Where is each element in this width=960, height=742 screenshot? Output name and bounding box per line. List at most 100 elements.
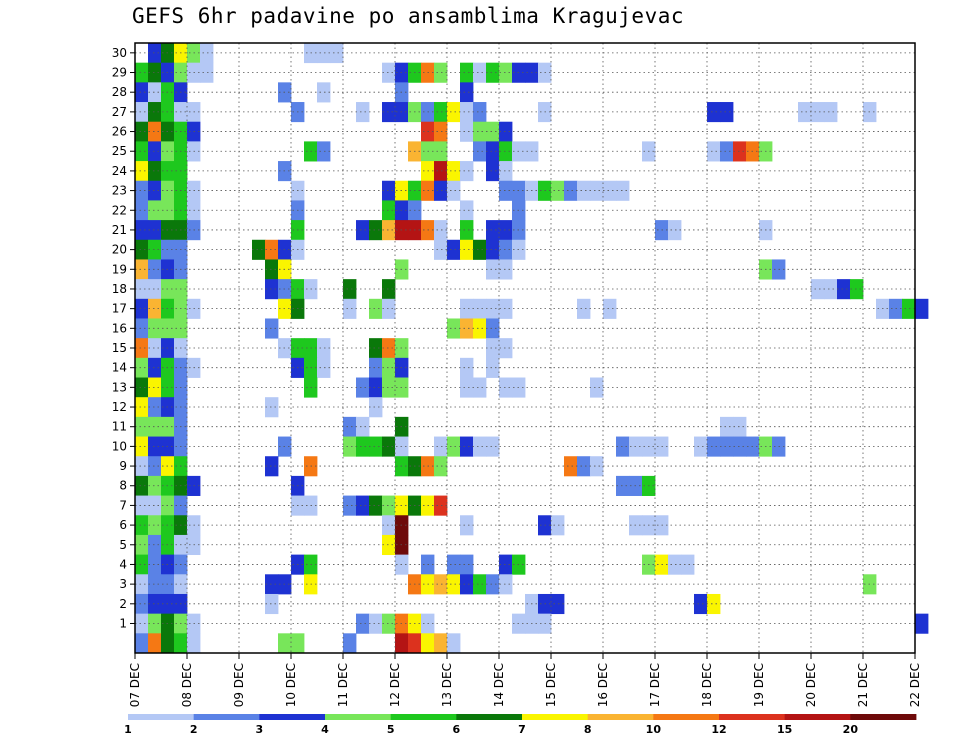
heatmap-cell (824, 102, 838, 123)
heatmap-cell (382, 200, 396, 221)
heatmap-cell (473, 318, 487, 339)
heatmap-cell (148, 180, 162, 201)
x-tick-label: 07 DEC (128, 663, 142, 707)
legend-label: 20 (843, 723, 859, 736)
heatmap-cell (486, 298, 500, 319)
heatmap-cell (200, 62, 214, 83)
legend-swatch (128, 714, 195, 720)
heatmap-cell (135, 357, 149, 378)
heatmap-cell (148, 121, 162, 142)
heatmap-cell (317, 338, 331, 359)
heatmap-cell (460, 377, 474, 398)
y-tick-label: 18 (112, 282, 127, 296)
heatmap-cell (135, 298, 149, 319)
heatmap-cell (434, 141, 448, 162)
heatmap-cell (356, 495, 370, 516)
heatmap-cell (486, 574, 500, 595)
y-tick-label: 29 (112, 66, 127, 80)
heatmap-cell (148, 377, 162, 398)
heatmap-cell (382, 338, 396, 359)
heatmap-cell (616, 475, 630, 496)
heatmap-cell (148, 456, 162, 477)
x-tick-label: 17 DEC (648, 663, 662, 707)
heatmap-cell (382, 180, 396, 201)
heatmap-cell (824, 279, 838, 300)
heatmap-cell (135, 318, 149, 339)
y-tick-label: 25 (112, 144, 127, 158)
heatmap-cell (447, 554, 461, 575)
heatmap-cell (148, 259, 162, 280)
y-tick-label: 13 (112, 380, 127, 394)
heatmap-cell (733, 416, 747, 437)
heatmap-cell (135, 102, 149, 123)
y-tick-label: 23 (112, 184, 127, 198)
legend-swatch (653, 714, 720, 720)
heatmap-cell (733, 436, 747, 457)
legend-swatch (784, 714, 851, 720)
heatmap-cell (460, 200, 474, 221)
heatmap-cell (135, 416, 149, 437)
heatmap-cell (187, 633, 201, 654)
heatmap-cell (148, 633, 162, 654)
y-tick-label: 10 (112, 439, 127, 453)
heatmap-cell (135, 534, 149, 556)
heatmap-cell (135, 141, 149, 162)
heatmap-cell (382, 279, 396, 300)
heatmap-cell (135, 456, 149, 477)
legend-label: 12 (711, 723, 726, 736)
heatmap-cell (486, 436, 500, 457)
heatmap-cell (265, 318, 279, 339)
heatmap-cell (369, 397, 383, 418)
y-tick-label: 16 (112, 321, 127, 335)
heatmap-cell (473, 377, 487, 398)
heatmap-cell (135, 62, 149, 83)
heatmap-cell (343, 416, 357, 437)
heatmap-cell (148, 220, 162, 241)
heatmap-cell (369, 298, 383, 319)
y-tick-label: 22 (112, 203, 127, 217)
heatmap-cell (707, 593, 721, 615)
heatmap-cell (577, 456, 591, 477)
heatmap-cell (395, 633, 409, 654)
heatmap-cell (460, 357, 474, 378)
x-tick-label: 20 DEC (804, 663, 818, 707)
heatmap-cell (447, 633, 461, 654)
x-tick-label: 21 DEC (856, 663, 870, 707)
legend-label: 15 (777, 723, 792, 736)
y-tick-label: 26 (112, 125, 127, 139)
heatmap-cell (161, 633, 175, 654)
heatmap-cell (486, 318, 500, 339)
heatmap-cell (382, 62, 396, 83)
heatmap-cell (590, 377, 604, 398)
heatmap-cell (356, 436, 370, 457)
heatmap-cell (343, 495, 357, 516)
heatmap-cell (317, 357, 331, 378)
y-tick-label: 17 (112, 302, 127, 316)
heatmap-cell (148, 593, 162, 615)
heatmap-cell (265, 574, 279, 595)
heatmap-cell (564, 180, 578, 201)
heatmap-cell (148, 82, 162, 103)
heatmap-cell (603, 298, 617, 319)
heatmap-cell (434, 121, 448, 142)
heatmap-cell (668, 220, 682, 241)
heatmap-cell (135, 397, 149, 418)
heatmap-cell (707, 141, 721, 162)
heatmap-cell (330, 43, 344, 64)
heatmap-cell (434, 574, 448, 595)
heatmap-cell (148, 515, 162, 536)
heatmap-cell (135, 121, 149, 142)
heatmap-cell (460, 161, 474, 182)
heatmap-cell (135, 613, 149, 634)
legend-swatch (522, 714, 589, 720)
heatmap-cell (135, 436, 149, 457)
heatmap-cell (551, 593, 565, 615)
heatmap-cell (603, 180, 617, 201)
heatmap-cell (811, 102, 825, 123)
heatmap-cell (265, 279, 279, 300)
heatmap-cell (447, 239, 461, 260)
heatmap-cell (499, 121, 513, 142)
heatmap-cell (720, 141, 734, 162)
heatmap-cell (343, 279, 357, 300)
